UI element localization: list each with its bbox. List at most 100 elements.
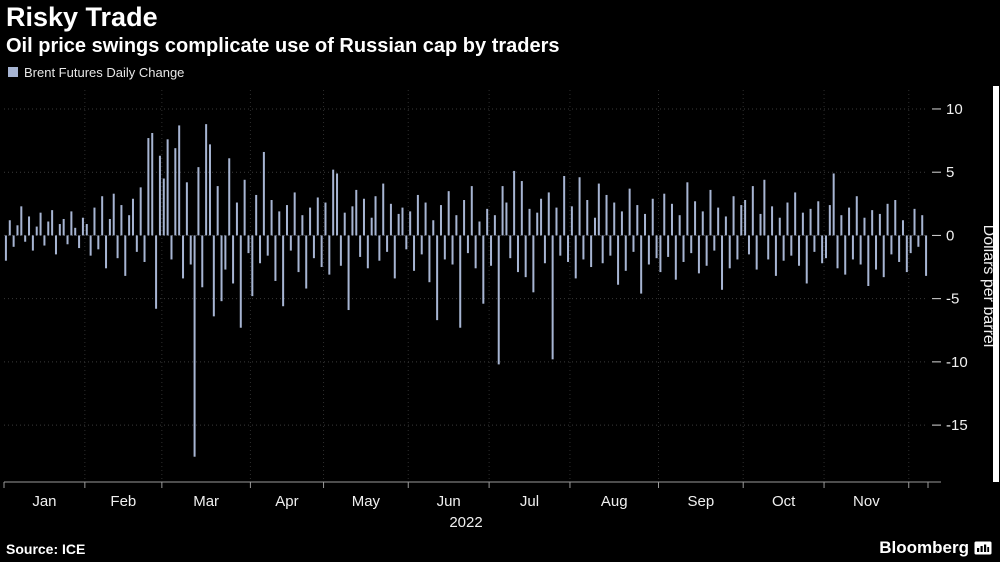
bar xyxy=(439,204,442,236)
bloomberg-wordmark: Bloomberg xyxy=(879,538,969,557)
x-tick-label: Nov xyxy=(853,493,880,510)
bar xyxy=(162,178,165,236)
bar xyxy=(651,198,654,236)
bar xyxy=(832,173,835,236)
bar xyxy=(567,235,570,262)
bar xyxy=(155,235,158,309)
bar xyxy=(647,235,650,265)
bar xyxy=(409,211,412,236)
bar xyxy=(543,235,546,263)
bar xyxy=(578,176,581,236)
bar xyxy=(501,185,504,236)
bar xyxy=(185,181,188,236)
bar xyxy=(101,195,104,236)
bar xyxy=(443,235,446,260)
bar xyxy=(490,235,493,266)
bar xyxy=(12,235,15,247)
bar xyxy=(105,235,108,268)
bar xyxy=(274,235,277,281)
bar xyxy=(670,203,673,236)
bar xyxy=(324,202,327,236)
bar xyxy=(220,235,223,301)
x-tick-label: Feb xyxy=(110,493,136,510)
bar xyxy=(405,235,408,250)
x-tick-label: Jul xyxy=(520,493,539,510)
bar xyxy=(690,235,693,253)
bar xyxy=(216,185,219,236)
bar xyxy=(848,207,851,236)
source-label: Source: ICE xyxy=(6,541,86,557)
bar xyxy=(901,219,904,236)
bar xyxy=(590,235,593,267)
bar xyxy=(801,212,804,236)
x-tick-label: Jan xyxy=(32,493,56,510)
bar xyxy=(8,219,11,236)
bar-series xyxy=(4,123,928,457)
bar xyxy=(178,125,181,236)
bar xyxy=(247,235,250,253)
bar xyxy=(536,212,539,236)
bar xyxy=(486,208,489,236)
x-axis-title: 2022 xyxy=(449,514,482,531)
bar xyxy=(78,235,81,248)
axes xyxy=(3,108,941,488)
bar xyxy=(528,208,531,236)
chart-title: Risky Trade xyxy=(6,2,158,32)
bar xyxy=(470,185,473,236)
bar xyxy=(31,235,34,251)
bar xyxy=(697,235,700,274)
bar xyxy=(663,193,666,236)
x-tick-label: Aug xyxy=(601,493,628,510)
bar xyxy=(397,213,400,236)
bar xyxy=(339,235,342,266)
bar xyxy=(131,198,134,236)
bar xyxy=(905,235,908,272)
bar xyxy=(732,195,735,236)
bar xyxy=(836,235,839,268)
bar xyxy=(755,235,758,270)
bar xyxy=(428,235,431,282)
bar xyxy=(674,235,677,280)
bar xyxy=(201,235,204,287)
chart-subtitle: Oil price swings complicate use of Russi… xyxy=(6,34,560,57)
bar xyxy=(555,207,558,236)
bar xyxy=(355,189,358,236)
bar xyxy=(817,200,820,236)
bar xyxy=(540,198,543,236)
bar xyxy=(798,235,801,266)
bar xyxy=(474,235,477,268)
bar xyxy=(701,211,704,236)
bar xyxy=(54,235,57,255)
bar xyxy=(24,235,27,242)
bar xyxy=(285,204,288,236)
bar xyxy=(624,235,627,271)
bar xyxy=(863,217,866,236)
bar xyxy=(763,179,766,236)
bar xyxy=(524,235,527,277)
bar xyxy=(312,235,315,258)
bar xyxy=(182,235,185,279)
bar xyxy=(85,223,88,236)
bar xyxy=(859,235,862,265)
y-tick-label: -15 xyxy=(946,417,968,434)
bar xyxy=(875,235,878,270)
y-tick-label: -10 xyxy=(946,354,968,371)
bar xyxy=(740,204,743,236)
bar xyxy=(39,212,42,236)
bar xyxy=(20,206,23,236)
bar xyxy=(58,223,61,236)
bar xyxy=(282,235,285,306)
bar xyxy=(717,207,720,236)
bar xyxy=(416,194,419,236)
bar xyxy=(135,235,138,252)
bar xyxy=(197,166,200,236)
bar xyxy=(516,235,519,272)
bar xyxy=(478,221,481,236)
y-tick-label: -5 xyxy=(946,290,959,307)
bar xyxy=(139,187,142,236)
bar xyxy=(212,235,215,317)
y-axis-title: Dollars per barrel xyxy=(980,224,997,347)
bar xyxy=(232,235,235,284)
bar xyxy=(463,199,466,236)
bar xyxy=(678,214,681,236)
